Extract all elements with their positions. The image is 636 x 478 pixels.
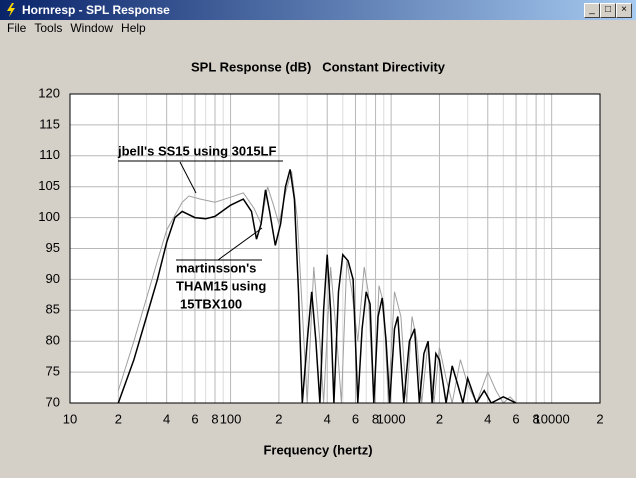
y-tick-label: 120: [38, 85, 60, 100]
x-tick-label: 6: [191, 411, 198, 426]
annotation: THAM15 using: [176, 278, 266, 293]
x-tick-label: 2: [596, 411, 603, 426]
y-tick-label: 95: [46, 240, 60, 255]
series-line: [117, 169, 517, 403]
y-tick-label: 85: [46, 302, 60, 317]
y-tick-label: 110: [39, 147, 60, 162]
minimize-button[interactable]: _: [584, 3, 600, 18]
series-line: [117, 171, 517, 403]
annotation: jbell's SS15 using 3015LF: [117, 143, 276, 158]
plot-border: [69, 93, 601, 404]
window-title: Hornresp - SPL Response: [22, 3, 170, 17]
y-tick-label: 80: [46, 333, 60, 348]
y-tick-label: 75: [46, 364, 60, 379]
x-tick-label: 4: [484, 411, 491, 426]
menu-item[interactable]: File: [7, 21, 27, 35]
annotation-leader: [179, 161, 197, 194]
y-tick-label: 115: [39, 116, 60, 131]
x-tick-label: 8: [532, 411, 539, 426]
x-tick-label: 2: [115, 411, 122, 426]
menu-item[interactable]: Window: [70, 21, 114, 35]
x-tick-label: 1000: [377, 411, 406, 426]
menu-bar: File Tools Window Help: [0, 21, 147, 39]
x-axis-label: Frequency (hertz): [263, 442, 372, 457]
annotation: 15TBX100: [180, 296, 242, 311]
chart-title: SPL Response (dB) Constant Directivity: [191, 59, 446, 74]
menu-item[interactable]: Tools: [34, 21, 63, 35]
x-tick-label: 2: [275, 411, 282, 426]
title-bar: Hornresp - SPL Response _ □ ×: [0, 0, 636, 20]
menu-item[interactable]: Help: [121, 21, 146, 35]
maximize-button[interactable]: □: [600, 3, 616, 18]
y-tick-label: 100: [38, 209, 60, 224]
x-tick-label: 10000: [534, 411, 570, 426]
plot-lines: [117, 169, 517, 403]
x-tick-label: 8: [211, 411, 218, 426]
x-tick-label: 100: [220, 411, 242, 426]
x-tick-label: 2: [436, 411, 443, 426]
y-tick-label: 105: [38, 178, 60, 193]
x-tick-label: 6: [352, 411, 359, 426]
annotation-leader: [217, 227, 263, 261]
x-tick-label: 6: [512, 411, 519, 426]
annotation: martinsson's: [176, 260, 256, 275]
x-tick-label: 8: [372, 411, 379, 426]
x-tick-label: 10: [63, 411, 77, 426]
x-tick-label: 4: [163, 411, 170, 426]
y-tick-label: 90: [46, 271, 60, 286]
x-tick-label: 4: [324, 411, 331, 426]
close-button[interactable]: ×: [616, 3, 632, 18]
y-tick-label: 70: [46, 394, 60, 409]
app-icon: [7, 3, 15, 17]
